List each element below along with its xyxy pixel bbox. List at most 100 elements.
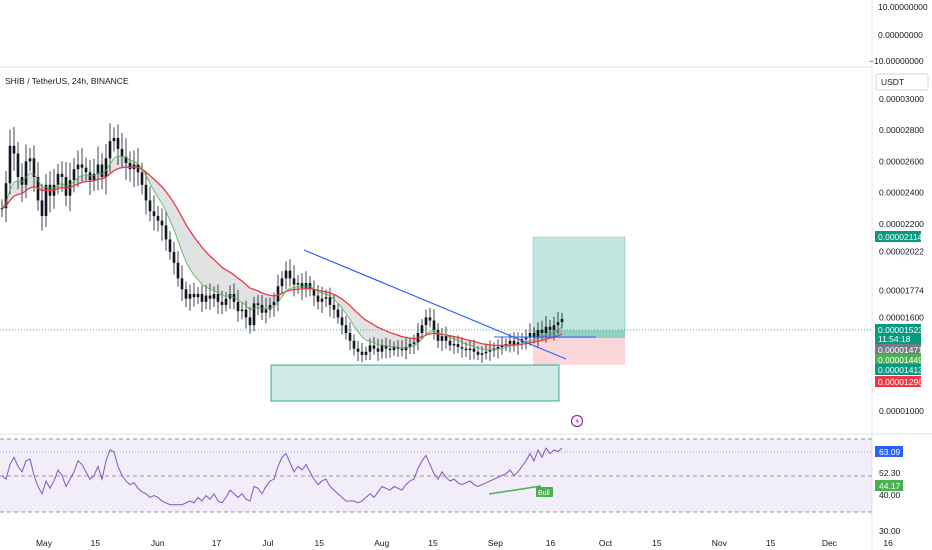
ema-cloud: [2, 156, 562, 351]
time-tick-label: 15: [315, 538, 325, 548]
candle-body: [512, 340, 516, 346]
candle-body: [464, 348, 468, 351]
candle-body: [216, 294, 220, 302]
candle-body: [136, 164, 140, 173]
time-tick-label: 15: [766, 538, 776, 548]
candle-body: [424, 317, 428, 326]
candle-body: [148, 200, 152, 212]
candle-body: [316, 295, 320, 302]
candle-body: [20, 177, 24, 185]
rsi-band-background: [0, 439, 872, 512]
price-badge: [875, 324, 921, 335]
candle-body: [44, 184, 48, 216]
candle-body: [532, 333, 536, 338]
price-badge-text: 0.00001296: [878, 377, 923, 387]
candle-body: [116, 138, 120, 149]
candle-body: [220, 301, 224, 305]
candle-body: [152, 211, 156, 216]
rsi-secondary-badge: [875, 480, 903, 491]
candle-body: [376, 348, 380, 352]
candle-body: [460, 347, 464, 349]
currency-selector[interactable]: USDT: [875, 73, 929, 91]
price-tick-label: 0.00002600: [879, 156, 924, 166]
price-badge: [875, 231, 921, 242]
candle-body: [544, 326, 548, 333]
candle-body: [144, 184, 148, 201]
profit-zone: [532, 236, 626, 332]
candle-body: [124, 156, 128, 163]
candle-body: [176, 262, 180, 279]
top-indicator-pane: 10.00000000 0.00000000 −10.00000000: [0, 2, 928, 68]
time-tick-label: 15: [652, 538, 662, 548]
entry-band: [533, 331, 625, 338]
candle-body: [392, 347, 396, 351]
time-tick-label: Sep: [488, 538, 503, 548]
candle-body: [528, 333, 532, 338]
candle-body: [244, 309, 248, 318]
candle-body: [456, 343, 460, 348]
candle-body: [348, 333, 352, 341]
candle-body: [4, 183, 8, 209]
price-badge: [875, 364, 921, 375]
candle-body: [100, 164, 104, 177]
price-tick-label: 0.00002400: [879, 188, 924, 198]
candle-body: [556, 322, 560, 326]
ema-slow-line: [1, 166, 563, 347]
rsi-line: [1, 447, 563, 506]
price-tick-label: 0.00002800: [879, 125, 924, 135]
candle-body: [224, 298, 228, 305]
candle-body: [92, 173, 96, 181]
candle-body: [28, 158, 32, 162]
time-tick-label: Aug: [374, 538, 389, 548]
price-badge-text: 0.00001523: [878, 325, 923, 335]
candle-body: [96, 164, 100, 174]
candle-body: [24, 161, 28, 185]
candle-body: [208, 295, 212, 299]
candle-body: [432, 320, 436, 330]
candle-body: [540, 329, 544, 333]
time-axis[interactable]: May 15 Jun 17 Jul 15 Aug 15 Sep 16 Oct 15 Nov 15 Dec 16: [36, 538, 893, 548]
price-badge-text: 0.00001449: [878, 355, 923, 365]
candle-body: [108, 141, 112, 159]
candle-body: [168, 239, 172, 252]
candle-body: [536, 329, 540, 338]
candle-body: [80, 164, 84, 168]
candle-body: [340, 317, 344, 326]
price-axis[interactable]: 0.00003000 0.00002800 0.00002600 0.00002400…: [875, 94, 924, 416]
candle-body: [484, 351, 488, 354]
candle-body: [192, 294, 196, 298]
rsi-value-badge: [875, 446, 903, 457]
candle-body: [368, 345, 372, 352]
candle-body: [300, 283, 304, 288]
candle-body: [104, 158, 108, 177]
candle-body: [164, 225, 168, 240]
candle-body: [180, 278, 184, 290]
candle-body: [248, 317, 252, 326]
long-position-tool[interactable]: [532, 236, 626, 365]
top-pane-label-3: −10.00000000: [869, 56, 924, 66]
candle-body: [472, 348, 476, 352]
lightning-icon[interactable]: [570, 414, 584, 428]
candle-body: [200, 294, 204, 302]
candle-body: [204, 295, 208, 302]
candle-body: [444, 336, 448, 341]
descending-trendline[interactable]: [303, 249, 567, 360]
candle-body: [320, 298, 324, 302]
candle-body: [552, 325, 556, 330]
support-zone[interactable]: [270, 364, 560, 402]
rsi-value-text: 63.09: [879, 447, 901, 457]
price-tick-label: 0.00001000: [879, 406, 924, 416]
candle-body: [140, 172, 144, 185]
candle-body: [324, 297, 328, 299]
rsi-divergence-line[interactable]: [488, 485, 542, 495]
candle-body: [212, 294, 216, 299]
candle-body: [72, 169, 76, 181]
candle-body: [516, 342, 520, 346]
candle-body: [156, 216, 160, 221]
top-pane-label-2: 0.00000000: [878, 30, 923, 40]
candle-body: [336, 309, 340, 318]
top-pane-label-1: 10.00000000: [878, 2, 928, 12]
candle-body: [524, 337, 528, 340]
